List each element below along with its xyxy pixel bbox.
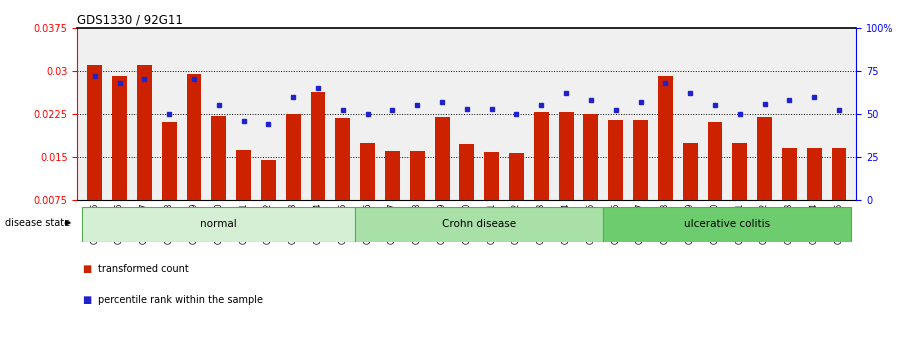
- Bar: [757, 117, 772, 200]
- Bar: [87, 65, 102, 200]
- Text: Crohn disease: Crohn disease: [442, 219, 517, 229]
- Bar: [558, 112, 574, 200]
- Bar: [832, 148, 846, 200]
- Bar: [355, 207, 603, 242]
- Text: ulcerative colitis: ulcerative colitis: [684, 219, 771, 229]
- Bar: [211, 116, 226, 200]
- Bar: [534, 112, 548, 200]
- Text: normal: normal: [200, 219, 237, 229]
- Text: ■: ■: [82, 295, 91, 305]
- Bar: [335, 118, 351, 200]
- Bar: [410, 151, 425, 200]
- Bar: [782, 148, 797, 200]
- Text: percentile rank within the sample: percentile rank within the sample: [98, 295, 263, 305]
- Bar: [459, 144, 475, 200]
- Text: disease state: disease state: [5, 218, 69, 227]
- Bar: [286, 114, 301, 200]
- Text: transformed count: transformed count: [98, 264, 189, 274]
- Bar: [82, 207, 355, 242]
- Bar: [609, 120, 623, 200]
- Bar: [509, 153, 524, 200]
- Bar: [385, 151, 400, 200]
- Bar: [603, 207, 852, 242]
- Bar: [633, 120, 648, 200]
- Bar: [261, 160, 276, 200]
- Bar: [658, 77, 673, 200]
- Bar: [137, 65, 152, 200]
- Bar: [807, 148, 822, 200]
- Bar: [311, 92, 325, 200]
- Bar: [187, 73, 201, 200]
- Bar: [682, 142, 698, 200]
- Bar: [162, 122, 177, 200]
- Text: GDS1330 / 92G11: GDS1330 / 92G11: [77, 14, 183, 27]
- Bar: [236, 150, 251, 200]
- Bar: [708, 122, 722, 200]
- Bar: [112, 77, 127, 200]
- Text: ▶: ▶: [65, 218, 71, 227]
- Bar: [583, 114, 599, 200]
- Text: ■: ■: [82, 264, 91, 274]
- Bar: [485, 152, 499, 200]
- Bar: [435, 117, 449, 200]
- Bar: [732, 142, 747, 200]
- Bar: [360, 142, 375, 200]
